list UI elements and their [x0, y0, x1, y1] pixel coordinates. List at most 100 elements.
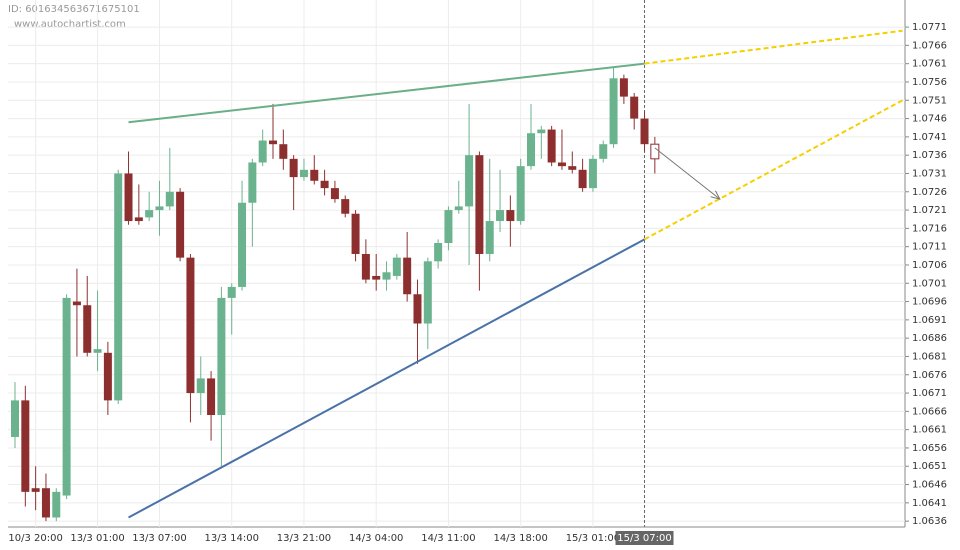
candle-body	[496, 210, 505, 222]
y-tick-label: 1.0706	[912, 260, 947, 271]
candle-body	[609, 78, 618, 145]
candle-body	[568, 166, 577, 170]
crosshair-label: 15/3 07:00	[617, 533, 671, 544]
candle-body	[145, 210, 154, 218]
candle-body	[434, 243, 443, 262]
candle-body	[392, 257, 401, 276]
candle-body	[41, 488, 50, 518]
candle-body	[176, 191, 185, 258]
candle-body	[72, 301, 81, 306]
x-tick-label: 13/3 14:00	[204, 533, 258, 544]
candle-body	[320, 180, 329, 189]
y-tick-label: 1.0646	[912, 480, 947, 491]
y-tick-label: 1.0771	[912, 22, 947, 33]
candle-body	[93, 349, 102, 353]
candle-body	[124, 173, 133, 222]
candle-body	[382, 272, 391, 280]
candle-body	[341, 199, 350, 214]
candle-body	[578, 169, 587, 189]
x-tick-label: 13/3 01:00	[70, 533, 124, 544]
x-tick-label: 15/3 01:00	[566, 533, 620, 544]
candle-body	[403, 257, 412, 295]
candle-body	[83, 305, 92, 353]
candle-body	[599, 144, 608, 159]
candle-body	[196, 378, 205, 394]
y-tick-label: 1.0741	[912, 132, 947, 143]
candle-body	[279, 144, 288, 159]
y-tick-label: 1.0731	[912, 168, 947, 179]
y-tick-label: 1.0721	[912, 205, 947, 216]
x-tick-label: 10/3 20:00	[8, 533, 62, 544]
candle-body	[413, 294, 422, 324]
y-tick-label: 1.0736	[912, 150, 947, 161]
y-tick-label: 1.0676	[912, 370, 947, 381]
pattern-line	[644, 99, 903, 241]
candle-body	[372, 275, 381, 280]
y-tick-label: 1.0666	[912, 406, 947, 417]
candle-body	[310, 169, 319, 181]
candle-body	[454, 206, 463, 211]
candle-body	[62, 297, 71, 496]
candle-body	[238, 202, 247, 287]
x-tick-label: 14/3 18:00	[493, 533, 547, 544]
candle-body	[258, 140, 267, 163]
candle-body	[114, 173, 123, 401]
candle-body	[444, 210, 453, 244]
source-label: www.autochartist.com	[14, 19, 126, 30]
candle-body	[537, 129, 546, 134]
y-tick-label: 1.0671	[912, 388, 947, 399]
y-tick-label: 1.0766	[912, 40, 947, 51]
candle-body	[557, 162, 566, 167]
y-tick-label: 1.0636	[912, 516, 947, 527]
candle-body	[11, 400, 19, 437]
candle-body	[155, 206, 164, 211]
y-tick-label: 1.0756	[912, 77, 947, 88]
candle-body	[186, 257, 195, 394]
y-tick-label: 1.0716	[912, 223, 947, 234]
y-tick-label: 1.0681	[912, 351, 947, 362]
x-tick-label: 13/3 21:00	[277, 533, 331, 544]
candle-body	[207, 378, 216, 416]
y-tick-label: 1.0661	[912, 425, 947, 436]
candle-body	[248, 162, 257, 203]
candle-body	[269, 140, 277, 145]
pattern-line	[128, 62, 645, 124]
candle-body	[506, 210, 515, 222]
y-tick-label: 1.0651	[912, 461, 947, 472]
candle-body	[330, 188, 339, 200]
candle-body	[289, 158, 298, 178]
y-tick-label: 1.0641	[912, 498, 947, 509]
candle-body	[134, 217, 143, 222]
y-tick-label: 1.0761	[912, 59, 947, 70]
candle-body	[650, 143, 660, 160]
y-tick-label: 1.0696	[912, 297, 947, 308]
candle-body	[640, 118, 649, 145]
y-tick-label: 1.0726	[912, 187, 947, 198]
candle-body	[361, 253, 370, 280]
pattern-line	[644, 29, 903, 65]
id-label: ID: 601634563671675101	[8, 4, 140, 15]
candle-body	[630, 96, 639, 119]
candle-body	[527, 133, 535, 167]
candle-body	[31, 488, 40, 492]
forecast-arrow	[654, 147, 720, 199]
x-tick-label: 14/3 11:00	[421, 533, 475, 544]
y-tick-label: 1.0746	[912, 114, 947, 125]
y-tick-label: 1.0686	[912, 333, 947, 344]
candle-body	[103, 352, 112, 401]
candle-body	[52, 491, 61, 518]
candle-body	[516, 166, 525, 222]
candle-body	[423, 261, 432, 324]
pattern-line	[128, 238, 645, 519]
x-tick-label: 13/3 07:00	[132, 533, 186, 544]
candle-body	[588, 158, 597, 189]
y-tick-label: 1.0751	[912, 95, 947, 106]
candle-body	[21, 400, 30, 492]
candle-body	[227, 286, 236, 298]
y-tick-label: 1.0656	[912, 443, 947, 454]
candle-body	[547, 129, 556, 163]
candle-body	[299, 169, 308, 178]
candle-body	[619, 78, 628, 97]
y-tick-label: 1.0711	[912, 242, 947, 253]
